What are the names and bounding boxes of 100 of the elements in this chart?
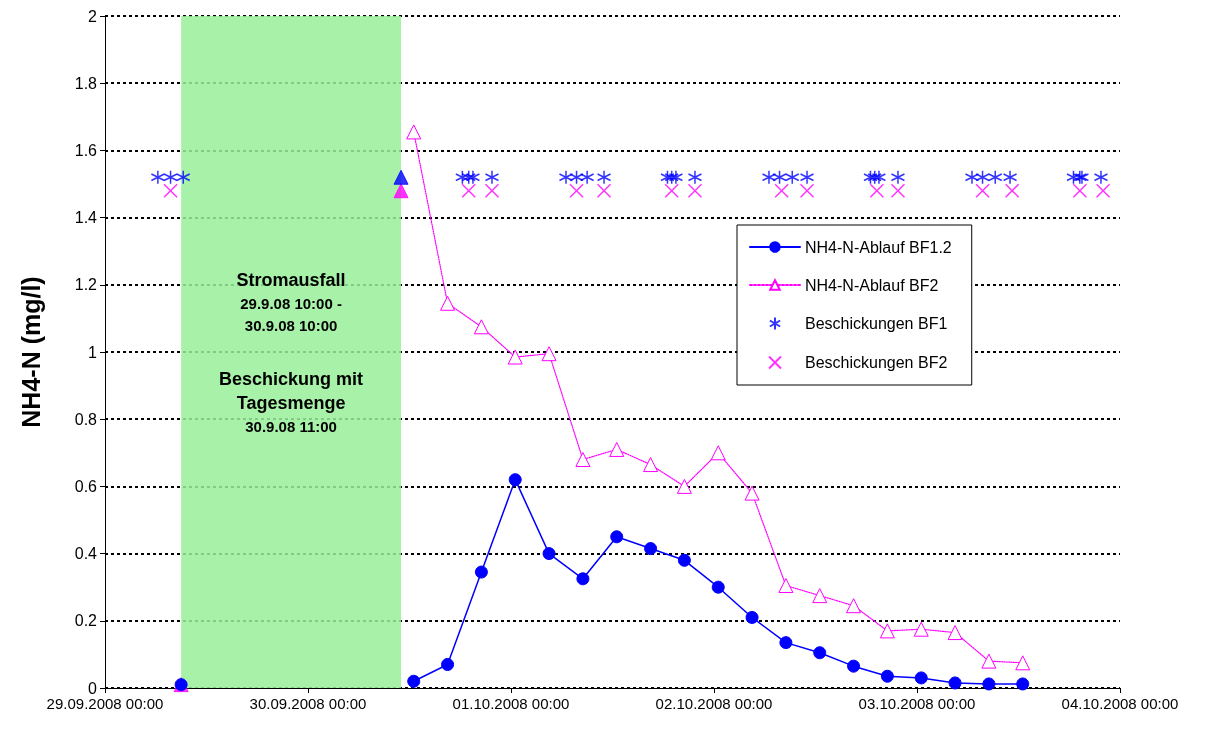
point — [643, 457, 659, 473]
x-tick-label: 02.10.2008 00:00 — [655, 695, 773, 712]
point — [863, 170, 878, 185]
point — [150, 170, 166, 185]
point — [407, 674, 421, 688]
point — [677, 553, 691, 567]
x-tick-label: 29.09.2008 00:00 — [46, 695, 164, 712]
point — [779, 636, 793, 650]
point — [975, 183, 990, 198]
point — [1004, 183, 1020, 198]
point — [406, 124, 422, 140]
point — [579, 170, 595, 185]
point — [799, 170, 815, 185]
point — [609, 441, 625, 457]
legend-label: NH4-N-Ablauf BF2 — [805, 276, 939, 294]
point — [890, 170, 906, 185]
x-tick-label: 03.10.2008 00:00 — [858, 695, 976, 712]
annotation: Stromausfall 29.9.08 10:00 - 30.9.08 10:00 — [236, 270, 346, 334]
y-tick-label: 1.8 — [74, 74, 98, 92]
point — [711, 580, 725, 594]
point — [484, 183, 500, 198]
point — [644, 542, 658, 556]
point — [664, 183, 679, 198]
point — [948, 676, 962, 690]
point — [569, 183, 584, 198]
point — [799, 183, 815, 198]
point — [163, 183, 178, 198]
point — [687, 183, 703, 198]
point — [484, 170, 500, 185]
point — [975, 170, 990, 185]
point — [813, 646, 827, 660]
point — [465, 170, 481, 185]
y-tick-label: 1 — [88, 343, 98, 361]
annotation: Beschickung mit Tagesmenge 30.9.08 11:00 — [219, 369, 364, 435]
point — [871, 170, 887, 185]
point — [1002, 170, 1018, 185]
point — [541, 346, 557, 362]
point — [440, 295, 456, 311]
point — [964, 170, 980, 185]
point — [393, 169, 409, 185]
point — [847, 659, 861, 673]
point — [473, 319, 489, 335]
point — [982, 677, 996, 691]
point — [745, 610, 759, 624]
point — [1016, 677, 1030, 691]
point — [474, 565, 488, 579]
point — [441, 657, 455, 671]
y-tick-label: 0.6 — [74, 477, 98, 495]
point — [778, 578, 794, 594]
point — [987, 170, 1003, 185]
point — [890, 183, 906, 198]
point — [542, 547, 556, 561]
x-tick-label: 01.10.2008 00:00 — [452, 695, 570, 712]
point — [1093, 170, 1109, 185]
point — [1095, 183, 1111, 198]
point — [744, 485, 760, 501]
point — [507, 349, 523, 365]
point — [461, 183, 476, 198]
y-tick-label: 0.8 — [74, 410, 98, 428]
point — [569, 170, 584, 185]
point — [660, 170, 675, 185]
point — [163, 170, 178, 185]
point — [879, 623, 895, 639]
point — [812, 588, 828, 604]
y-tick-label: 1.4 — [74, 209, 98, 227]
point — [867, 170, 882, 185]
point — [175, 170, 191, 185]
y-tick-label: 0.4 — [74, 545, 98, 563]
point — [393, 183, 409, 199]
point — [575, 452, 591, 468]
legend-label: Beschickungen BF2 — [805, 354, 948, 371]
y-tick-label: 2 — [88, 7, 98, 25]
point — [947, 625, 963, 641]
legend-label: Beschickungen BF1 — [805, 315, 948, 332]
point — [668, 170, 684, 185]
point — [784, 170, 800, 185]
point — [846, 598, 862, 614]
point — [761, 170, 777, 185]
x-tick-label: 30.09.2008 00:00 — [249, 695, 367, 712]
y-tick-label: 1.2 — [74, 276, 98, 294]
x-tick-label: 04.10.2008 00:00 — [1061, 695, 1179, 712]
point — [596, 183, 612, 198]
point — [710, 445, 726, 461]
y-axis-title: NH4-N (mg/l) — [16, 276, 45, 428]
point — [913, 621, 929, 637]
y-tick-label: 0 — [88, 679, 98, 697]
legend-label: NH4-N-Ablauf BF1.2 — [805, 238, 952, 256]
point — [1072, 183, 1088, 198]
point — [869, 183, 885, 198]
point — [774, 183, 789, 198]
point — [610, 530, 624, 544]
point — [596, 170, 612, 185]
point — [558, 170, 574, 185]
y-tick-label: 1.6 — [74, 141, 98, 159]
point — [772, 170, 787, 185]
point — [508, 473, 522, 487]
point — [576, 572, 590, 586]
point — [687, 170, 703, 185]
point — [981, 653, 997, 669]
point — [676, 478, 692, 494]
